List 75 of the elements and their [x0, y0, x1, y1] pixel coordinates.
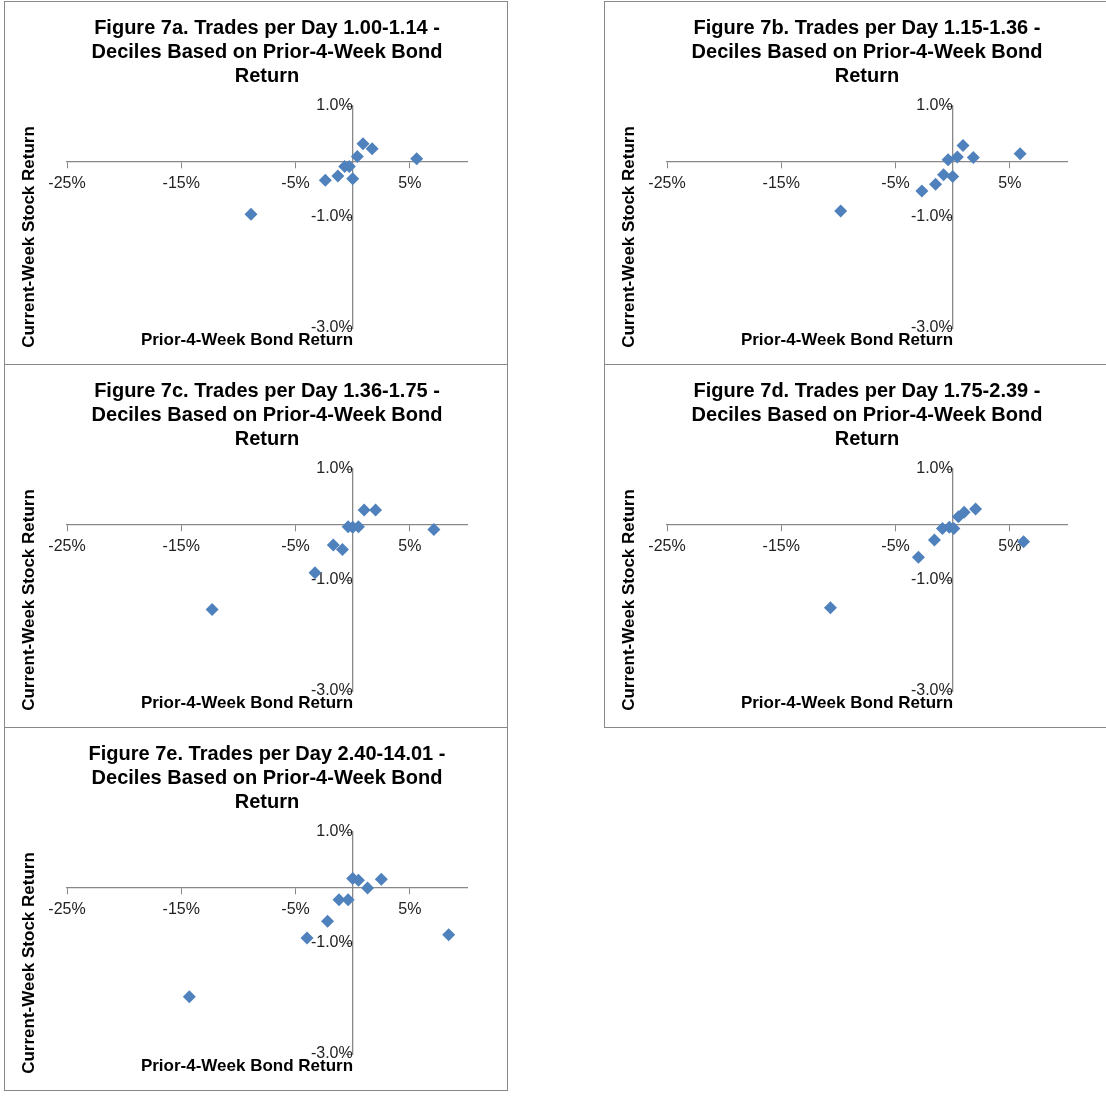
point	[356, 137, 370, 151]
x-tick-label: -25%	[48, 173, 86, 191]
y-tick-label: -1.0%	[310, 570, 353, 588]
point	[946, 169, 960, 183]
y-axis-title: Current-Week Stock Return	[18, 126, 38, 348]
point	[341, 893, 355, 907]
x-tick-label: 5%	[398, 173, 422, 191]
point	[369, 503, 383, 517]
point	[937, 168, 951, 182]
point	[957, 505, 971, 519]
chart-title: Figure 7b. Trades per Day 1.15-1.36 - Deciles Based on Prior-4-Week Bond Return	[691, 15, 1043, 86]
point	[911, 550, 925, 564]
y-axis-title: Current-Week Stock Return	[18, 852, 38, 1074]
point	[834, 204, 848, 218]
point	[361, 881, 375, 895]
point	[335, 542, 349, 556]
y-tick-label: 1.0%	[916, 459, 953, 477]
x-tick-label: -5%	[881, 173, 910, 191]
x-tick-label: -5%	[281, 899, 310, 917]
x-tick-label: -25%	[48, 899, 86, 917]
point	[318, 173, 332, 187]
x-tick-label: -15%	[762, 173, 800, 191]
chart-title: Figure 7e. Trades per Day 2.40-14.01 - Deciles Based on Prior-4-Week Bond Return	[88, 741, 446, 812]
point	[182, 990, 196, 1004]
point	[427, 523, 441, 536]
y-axis-title: Current-Week Stock Return	[618, 489, 638, 711]
y-tick-label: -1.0%	[910, 207, 953, 225]
y-axis-title: Current-Week Stock Return	[18, 489, 38, 711]
point	[205, 602, 219, 616]
x-tick-label: -25%	[648, 173, 686, 191]
chart-title: Figure 7d. Trades per Day 1.75-2.39 - Deciles Based on Prior-4-Week Bond Return	[691, 378, 1043, 449]
point	[374, 872, 388, 886]
point	[950, 150, 964, 164]
point	[956, 138, 970, 152]
point	[941, 153, 955, 167]
x-tick-label: -25%	[48, 536, 86, 554]
x-tick-label: -5%	[881, 536, 910, 554]
y-tick-label: -1.0%	[310, 933, 353, 951]
point	[357, 503, 371, 517]
point	[321, 914, 335, 928]
x-tick-label: -15%	[162, 173, 200, 191]
point	[929, 177, 943, 191]
point	[365, 142, 379, 156]
x-tick-label: -25%	[648, 536, 686, 554]
x-tick-label: -15%	[162, 899, 200, 917]
y-tick-label: -1.0%	[310, 207, 353, 225]
point	[350, 150, 364, 164]
x-tick-label: -5%	[281, 536, 310, 554]
x-tick-label: 5%	[998, 536, 1022, 554]
point	[410, 152, 424, 166]
point	[823, 601, 837, 615]
x-tick-label: -15%	[762, 536, 800, 554]
x-tick-label: 5%	[398, 899, 422, 917]
point	[346, 172, 360, 186]
y-tick-label: 1.0%	[916, 96, 953, 114]
x-tick-label: 5%	[998, 173, 1022, 191]
y-tick-label: 1.0%	[316, 96, 353, 114]
point	[244, 207, 258, 221]
point	[326, 538, 340, 552]
x-tick-label: -5%	[281, 173, 310, 191]
x-tick-label: 5%	[398, 536, 422, 554]
chart-title: Figure 7c. Trades per Day 1.36-1.75 - Deciles Based on Prior-4-Week Bond Return	[91, 378, 443, 449]
y-tick-label: -1.0%	[910, 570, 953, 588]
y-tick-label: 1.0%	[316, 822, 353, 840]
chart-title: Figure 7a. Trades per Day 1.00-1.14 - Deciles Based on Prior-4-Week Bond Return	[91, 15, 443, 86]
point	[966, 151, 980, 165]
point	[331, 169, 345, 183]
point	[915, 184, 929, 198]
point	[1013, 147, 1027, 161]
point	[969, 502, 983, 516]
point	[442, 928, 456, 942]
point	[927, 533, 941, 547]
y-tick-label: 1.0%	[316, 459, 353, 477]
y-axis-title: Current-Week Stock Return	[618, 126, 638, 348]
x-tick-label: -15%	[162, 536, 200, 554]
